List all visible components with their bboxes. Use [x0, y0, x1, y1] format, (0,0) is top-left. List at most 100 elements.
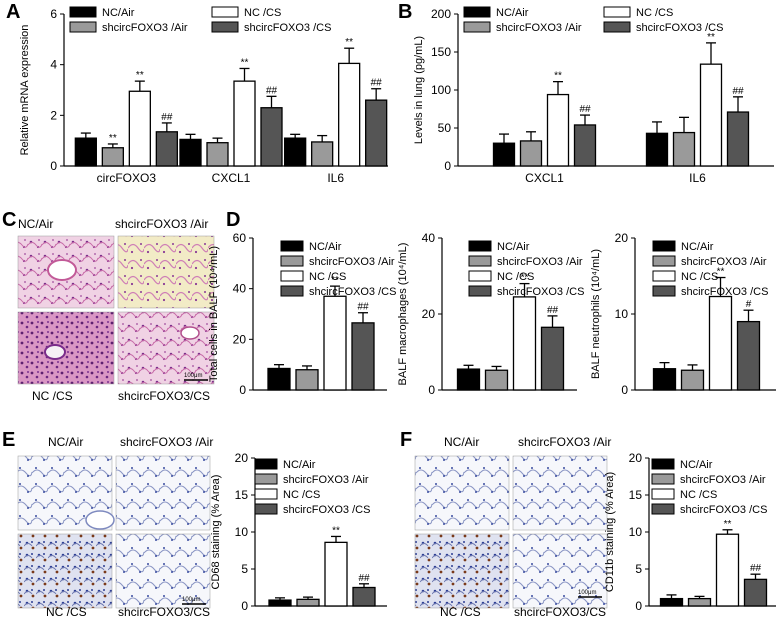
y-tick-label: 0	[239, 383, 246, 397]
significance-marker: **	[136, 70, 144, 81]
micro-e-sh-cs	[115, 533, 211, 609]
y-tick-label: 200	[431, 7, 451, 21]
micro-f-label-nc-air: NC/Air	[444, 435, 479, 449]
legend-label: NC/Air	[496, 7, 529, 19]
micro-c-airway	[47, 259, 77, 281]
y-tick-label: 0	[444, 159, 451, 173]
legend-swatch	[468, 240, 492, 252]
panel-label-c: C	[2, 209, 16, 231]
significance-marker: ##	[732, 86, 744, 97]
legend-label: shcircFOXO3 /CS	[636, 22, 723, 34]
y-tick-label: 40	[422, 231, 436, 245]
legend-label: NC/Air	[102, 7, 135, 19]
micro-f-nc-air	[414, 455, 510, 531]
micro-f-scale-label: 100μm	[578, 590, 596, 596]
legend-label: NC /CS	[680, 489, 717, 501]
bar	[715, 533, 740, 607]
legend-swatch	[468, 270, 492, 282]
bar	[484, 369, 509, 391]
bar	[74, 137, 97, 167]
bar	[284, 137, 307, 167]
legend-swatch	[69, 21, 97, 33]
legend-label: NC /CS	[681, 271, 718, 283]
legend-label: shcircFOXO3 /Air	[497, 256, 583, 268]
significance-marker: ##	[357, 302, 369, 313]
legend-swatch	[651, 503, 675, 515]
significance-marker: **	[241, 57, 249, 68]
bar	[338, 62, 361, 167]
bar	[519, 140, 543, 167]
legend-swatch	[280, 270, 304, 282]
chart-d-macrophages: 0 20 40 BALF macrophages (10⁴/mL) ** ## NC/Air…	[397, 231, 584, 397]
bar	[687, 597, 712, 607]
bar	[708, 295, 733, 391]
micro-e-label-nc-air: NC/Air	[48, 435, 83, 449]
x-category-label: circFOXO3	[97, 171, 157, 185]
bar	[260, 107, 283, 167]
legend-swatch	[211, 21, 239, 33]
panel-label-e: E	[2, 429, 15, 451]
legend-label: shcircFOXO3 /CS	[309, 286, 396, 298]
bar	[659, 597, 684, 607]
panel-label-b: B	[398, 1, 412, 23]
legend-swatch	[468, 285, 492, 297]
y-tick-label: 20	[235, 451, 249, 465]
legend-label: NC/Air	[283, 459, 316, 471]
micro-e-nc-cs	[17, 533, 113, 609]
y-axis-label: CD11b staining (% Area)	[604, 472, 616, 592]
bar	[295, 369, 319, 391]
y-axis-label: Levels in lung (pg/mL)	[413, 36, 425, 144]
significance-marker: ##	[547, 305, 559, 316]
bar	[155, 131, 178, 167]
y-tick-label: 0	[428, 383, 435, 397]
legend-swatch	[280, 240, 304, 252]
significance-marker: ##	[266, 85, 278, 96]
legend-swatch	[651, 488, 675, 500]
panel-label-a: A	[6, 1, 20, 23]
panel-label-f: F	[400, 429, 412, 451]
chart-d-total-cells: 0 20 40 60 Total cells in BALF (10⁴/mL) ** ## N…	[208, 231, 396, 397]
y-tick-label: 2	[50, 108, 57, 122]
legend-swatch	[254, 488, 278, 500]
significance-marker: **	[521, 273, 529, 284]
legend-swatch	[652, 270, 676, 282]
legend-swatch	[254, 458, 278, 470]
y-tick-label: 60	[233, 231, 247, 245]
y-tick-label: 5	[241, 562, 248, 576]
significance-marker: ##	[358, 573, 370, 584]
legend-swatch	[254, 503, 278, 515]
micro-c-label-nc-air: NC/Air	[18, 217, 53, 231]
legend-label: NC/Air	[680, 459, 713, 471]
y-tick-label: 100	[431, 83, 451, 97]
y-tick-label: 10	[235, 525, 249, 539]
bar	[743, 578, 768, 607]
legend-label: NC /CS	[309, 271, 346, 283]
micro-c-nc-cs	[17, 311, 115, 385]
legend-label: shcircFOXO3 /CS	[283, 504, 370, 516]
bar	[573, 124, 597, 167]
bar	[736, 320, 761, 391]
micro-f-label-sh-cs: shcircFOXO3/CS	[514, 605, 606, 619]
bar	[652, 368, 677, 391]
legend-label: shcircFOXO3 /CS	[497, 286, 584, 298]
micro-e-label-nc-cs: NC /CS	[46, 605, 87, 619]
y-tick-label: 5	[635, 562, 642, 576]
significance-marker: ##	[579, 104, 591, 115]
legend-swatch	[603, 21, 631, 33]
legend-label: NC /CS	[497, 271, 534, 283]
y-axis-label: BALF macrophages (10⁴/mL)	[397, 243, 409, 386]
x-category-label: IL6	[327, 171, 344, 185]
y-tick-label: 4	[50, 58, 57, 72]
legend-label: shcircFOXO3 /Air	[496, 22, 582, 34]
bar	[128, 90, 151, 167]
significance-marker: ##	[750, 563, 762, 574]
bar	[324, 541, 348, 607]
micro-c-sh-air	[117, 235, 215, 309]
y-axis-label: Relative mRNA expression	[19, 25, 31, 156]
bar	[323, 295, 347, 391]
legend-swatch	[280, 285, 304, 297]
bar	[512, 296, 537, 391]
bar	[699, 63, 723, 167]
micro-e-label-sh-cs: shcircFOXO3/CS	[118, 605, 210, 619]
